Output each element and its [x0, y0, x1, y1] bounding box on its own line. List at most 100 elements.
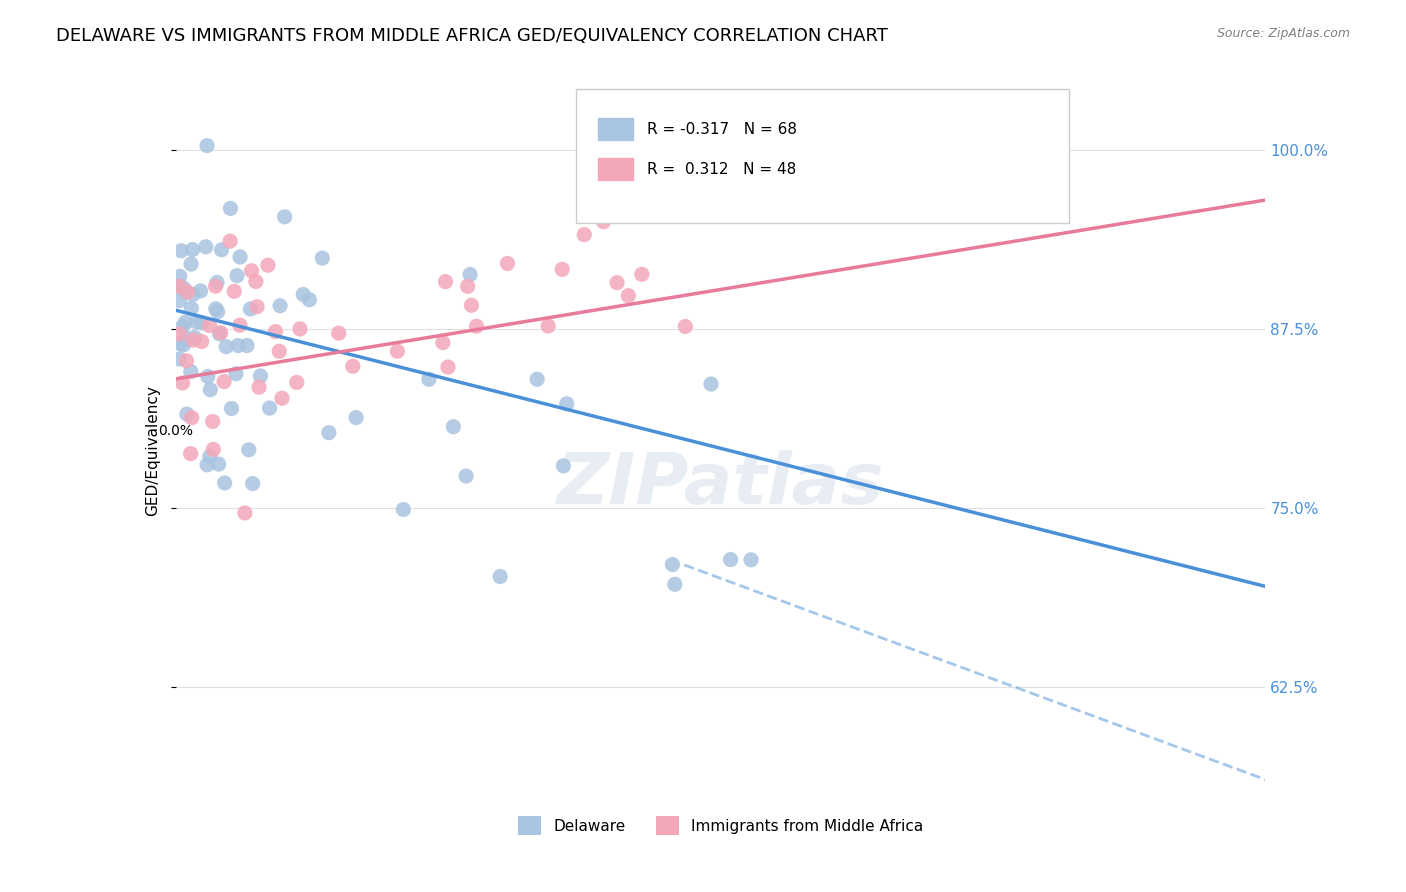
Point [183, 330, 205, 344]
Point [465, 319, 488, 334]
Point [190, 334, 212, 349]
Point [180, 301, 202, 316]
Point [173, 281, 195, 295]
Point [344, 410, 367, 425]
Point [229, 250, 252, 264]
Point [169, 269, 191, 284]
Point [673, 319, 696, 334]
Point [197, 369, 219, 384]
Point [221, 401, 243, 416]
Point [257, 258, 280, 272]
Point [617, 288, 640, 302]
Point [172, 319, 194, 334]
Point [318, 425, 340, 440]
Point [269, 344, 291, 359]
Point [169, 293, 191, 308]
Point [387, 344, 409, 359]
Point [457, 279, 479, 293]
Point [458, 268, 481, 282]
Point [574, 227, 596, 242]
Point [740, 553, 762, 567]
Text: Source: ZipAtlas.com: Source: ZipAtlas.com [1216, 27, 1350, 40]
Point [271, 391, 294, 405]
Point [204, 301, 226, 316]
Legend: Delaware, Immigrants from Middle Africa: Delaware, Immigrants from Middle Africa [512, 810, 929, 841]
Point [169, 351, 191, 366]
Text: R = -0.317   N = 68: R = -0.317 N = 68 [647, 122, 797, 136]
Point [169, 326, 191, 341]
Point [170, 244, 193, 258]
Point [224, 285, 246, 299]
Point [537, 318, 560, 333]
Point [181, 287, 204, 301]
Point [246, 300, 269, 314]
Point [592, 215, 614, 229]
Point [460, 298, 482, 312]
Point [208, 457, 231, 471]
Point [273, 210, 295, 224]
Point [176, 353, 198, 368]
Point [184, 315, 207, 329]
Point [208, 326, 231, 341]
Point [239, 301, 262, 316]
Point [190, 284, 212, 298]
Point [526, 372, 548, 386]
Point [233, 506, 256, 520]
Point [247, 380, 270, 394]
Point [242, 476, 264, 491]
Point [180, 447, 202, 461]
Point [496, 256, 519, 270]
Point [311, 251, 333, 265]
Point [441, 419, 464, 434]
Point [454, 469, 477, 483]
Point [194, 240, 217, 254]
Point [240, 264, 263, 278]
Point [489, 569, 512, 583]
Point [259, 401, 281, 415]
Point [181, 333, 204, 347]
Y-axis label: GED/Equivalency: GED/Equivalency [145, 385, 160, 516]
Point [180, 410, 202, 425]
Point [720, 552, 742, 566]
Point [418, 372, 440, 386]
Point [172, 376, 194, 390]
Point [174, 331, 197, 345]
Point [553, 458, 575, 473]
Point [219, 234, 242, 248]
Point [205, 276, 228, 290]
Point [285, 376, 308, 390]
Point [700, 377, 723, 392]
Point [432, 335, 454, 350]
Point [226, 268, 249, 283]
Point [229, 318, 252, 333]
Point [176, 407, 198, 421]
Point [392, 502, 415, 516]
Point [664, 577, 686, 591]
Point [215, 340, 238, 354]
Point [190, 316, 212, 330]
Point [226, 338, 249, 352]
Point [180, 365, 202, 379]
Point [174, 315, 197, 329]
Point [269, 299, 291, 313]
Point [211, 243, 233, 257]
Point [212, 375, 235, 389]
Point [173, 338, 195, 352]
Point [264, 325, 287, 339]
Point [298, 293, 321, 307]
Point [214, 475, 236, 490]
Point [169, 336, 191, 351]
Point [169, 279, 191, 293]
Point [180, 257, 202, 271]
Text: ZIPatlas: ZIPatlas [557, 450, 884, 519]
Point [245, 275, 267, 289]
Point [585, 199, 607, 213]
Text: 0.0%: 0.0% [159, 425, 193, 438]
Point [437, 360, 460, 375]
Point [551, 262, 574, 277]
Point [238, 442, 260, 457]
Point [198, 318, 221, 333]
Point [249, 369, 271, 384]
Point [288, 322, 311, 336]
Point [195, 458, 218, 472]
